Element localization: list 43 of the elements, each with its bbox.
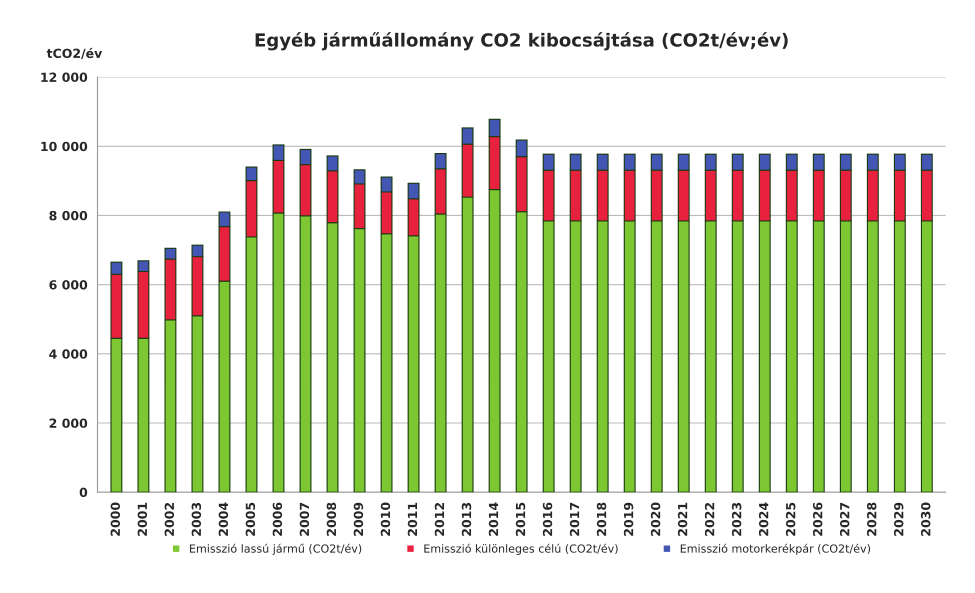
x-tick-label: 2004 [218,502,228,536]
y-tick-label: 2 000 [50,418,88,428]
x-tick-label: 2024 [758,502,768,536]
x-tick-label: 2010 [380,502,390,536]
x-tick-label: 2008 [326,502,336,536]
x-tick-label: 2003 [192,502,202,536]
x-tick-label: 2001 [138,502,148,536]
x-tick-label: 2009 [354,502,364,536]
y-tick-label: 10 000 [41,142,88,152]
x-tick-label: 2011 [408,502,418,536]
chart-title: Egyéb járműállomány CO2 kibocsájtása (CO2t/év;év) [256,32,788,50]
x-tick-label: 2016 [542,502,552,536]
y-tick-label: 6 000 [49,280,88,290]
y-tick-label: 12 000 [41,72,88,82]
x-tick-label: 2021 [678,502,688,536]
y-tick-label: 8 000 [49,210,88,220]
x-tick-label: 2025 [786,502,796,536]
x-tick-label: 2019 [624,502,634,536]
x-tick-label: 2028 [866,502,876,536]
x-tick-label: 2012 [434,502,444,536]
legend-label: Emisszió motorkerékpár (CO2t/év) [680,544,870,555]
x-tick-label: 2014 [488,502,498,536]
x-tick-label: 2006 [272,502,282,536]
legend-label: Emisszió lassú jármű (CO2t/év) [190,544,362,555]
x-tick-label: 2020 [650,502,660,536]
x-tick-label: 2013 [462,502,472,536]
x-tick-label: 2029 [894,502,904,536]
y-tick-label: 0 [80,488,88,498]
x-tick-label: 2023 [732,502,742,536]
x-tick-label: 2017 [570,502,580,536]
x-tick-label: 2030 [921,502,930,536]
x-tick-label: 2000 [110,502,120,536]
x-tick-label: 2018 [596,502,606,536]
x-tick-label: 2002 [164,502,174,536]
x-tick-label: 2015 [516,502,526,536]
x-tick-label: 2005 [246,502,256,536]
legend-label: Emisszió különleges célú (CO2t/év) [424,544,618,555]
y-axis-title: tCO2/év [46,48,102,60]
x-tick-label: 2027 [840,502,850,536]
y-tick-label: 4 000 [49,349,88,359]
x-tick-label: 2022 [704,502,714,536]
x-tick-label: 2026 [812,502,822,536]
x-tick-label: 2007 [300,502,310,536]
